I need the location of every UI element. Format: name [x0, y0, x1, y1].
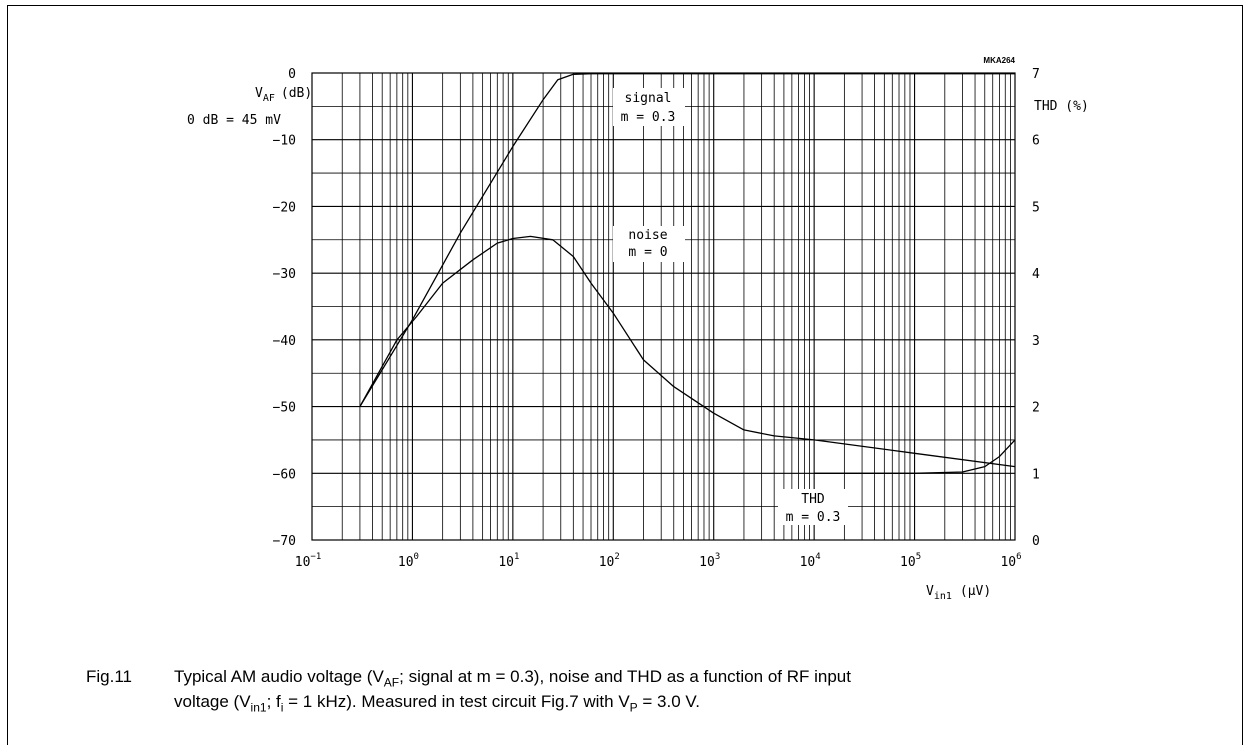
x-tick-base: 10: [295, 555, 311, 570]
thd-label: THD m = 0.3: [778, 489, 848, 525]
caption-l2g: = 3.0 V.: [637, 692, 700, 711]
x-tick-base: 10: [599, 555, 615, 570]
signal-label-m: m = 0.3: [621, 110, 676, 125]
x-tick-exponent: 5: [916, 552, 921, 562]
series-line-signal: [359, 73, 1015, 407]
series-line-thd: [814, 439, 1016, 474]
y-right-tick-label: 2: [1032, 401, 1040, 416]
caption-l2d: i: [280, 700, 284, 715]
chart: MKA264 VAF (dB) 0 dB = 45 mV THD (%) Vin1…: [187, 56, 1089, 602]
x-label-sub: in1: [934, 591, 952, 602]
caption-l1a: Typical AM audio voltage (V: [174, 667, 384, 686]
y-left-axis-label: VAF (dB): [255, 86, 312, 104]
series-line-noise: [359, 235, 1016, 468]
grid-minor: [312, 73, 1015, 540]
x-tick-exponent: −1: [310, 552, 321, 562]
x-tick-label: 103: [699, 552, 720, 570]
figure-code: MKA264: [983, 56, 1015, 65]
thd-label-name: THD: [801, 492, 825, 507]
x-tick-exponent: 6: [1016, 552, 1021, 562]
y-left-tick-label: −70: [273, 534, 296, 549]
thd-label-m: m = 0.3: [786, 510, 841, 525]
x-tick-label: 101: [498, 552, 519, 570]
y-right-tick-label: 0: [1032, 534, 1040, 549]
x-tick-exponent: 2: [614, 552, 619, 562]
signal-label-name: signal: [625, 91, 672, 106]
noise-label-m: m = 0: [628, 245, 667, 260]
y-left-tick-label: −40: [273, 334, 296, 349]
x-tick-label: 104: [800, 552, 821, 570]
y-right-tick-label: 4: [1032, 267, 1040, 282]
caption-line-1: Typical AM audio voltage (VAF; signal at…: [174, 664, 851, 695]
x-tick-label: 102: [599, 552, 620, 570]
x-ticks: 10−1 100 101 102 103 104 105 106: [295, 552, 1022, 570]
noise-label-name: noise: [628, 228, 667, 243]
x-axis-label: Vin1 (μV): [926, 584, 991, 602]
x-tick-base: 10: [398, 555, 414, 570]
y-left-label-main: V: [255, 86, 263, 101]
caption-l2f: P: [629, 700, 638, 715]
y-left-ticks: 0 −10 −20 −30 −40 −50 −60 −70: [273, 67, 296, 549]
caption-l2a: voltage (V: [174, 692, 251, 711]
x-tick-label: 10−1: [295, 552, 322, 570]
x-tick-exponent: 4: [815, 552, 820, 562]
y-right-tick-label: 7: [1032, 67, 1040, 82]
x-tick-exponent: 1: [514, 552, 519, 562]
caption-l2e: = 1 kHz). Measured in test circuit Fig.7…: [283, 692, 630, 711]
y-left-tick-label: −60: [273, 467, 296, 482]
caption-figure-number: Fig.11: [86, 667, 132, 686]
signal-label: signal m = 0.3: [613, 88, 685, 126]
caption-line-2: voltage (Vin1; fi = 1 kHz). Measured in …: [174, 689, 700, 720]
x-tick-base: 10: [1000, 555, 1016, 570]
x-tick-base: 10: [498, 555, 514, 570]
y-left-tick-label: −50: [273, 401, 296, 416]
y-left-tick-label: −20: [273, 200, 296, 215]
y-right-tick-label: 1: [1032, 467, 1040, 482]
caption-l1c: ; signal at m = 0.3), noise and THD as a…: [399, 667, 851, 686]
y-left-tick-label: 0: [288, 67, 296, 82]
x-tick-label: 106: [1000, 552, 1021, 570]
x-label-main: V: [926, 584, 934, 599]
x-tick-exponent: 0: [414, 552, 419, 562]
y-right-tick-label: 6: [1032, 134, 1040, 149]
y-left-label-sub: AF: [263, 93, 275, 104]
series-layer: [359, 73, 1016, 474]
y-right-tick-label: 3: [1032, 334, 1040, 349]
x-label-unit: (μV): [960, 584, 991, 599]
x-tick-base: 10: [699, 555, 715, 570]
grid-major: [312, 73, 1015, 540]
noise-label: noise m = 0: [613, 226, 685, 262]
y-left-label-unit: (dB): [281, 86, 312, 101]
x-tick-label: 105: [900, 552, 921, 570]
caption-l1b: AF: [383, 675, 400, 690]
figure-frame: [7, 5, 1243, 745]
y-left-tick-label: −10: [273, 134, 296, 149]
x-tick-exponent: 3: [715, 552, 720, 562]
x-tick-label: 100: [398, 552, 419, 570]
y-left-axis-note: 0 dB = 45 mV: [187, 113, 281, 128]
y-right-ticks: 7 6 5 4 3 2 1 0: [1032, 67, 1040, 549]
x-tick-base: 10: [900, 555, 916, 570]
y-right-tick-label: 5: [1032, 200, 1040, 215]
caption-l2b: in1: [250, 700, 267, 715]
x-tick-base: 10: [800, 555, 816, 570]
plot-frame: [311, 72, 1016, 541]
caption-l2c: ; f: [266, 692, 281, 711]
y-right-axis-label: THD (%): [1034, 99, 1089, 114]
y-left-tick-label: −30: [273, 267, 296, 282]
